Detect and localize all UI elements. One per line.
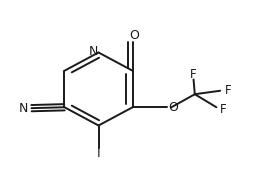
- Text: N: N: [88, 45, 98, 58]
- Text: O: O: [168, 101, 178, 114]
- Text: F: F: [224, 84, 231, 97]
- Text: O: O: [129, 29, 139, 42]
- Text: F: F: [220, 103, 227, 116]
- Text: N: N: [19, 102, 28, 115]
- Text: I: I: [97, 147, 100, 160]
- Text: F: F: [190, 68, 197, 81]
